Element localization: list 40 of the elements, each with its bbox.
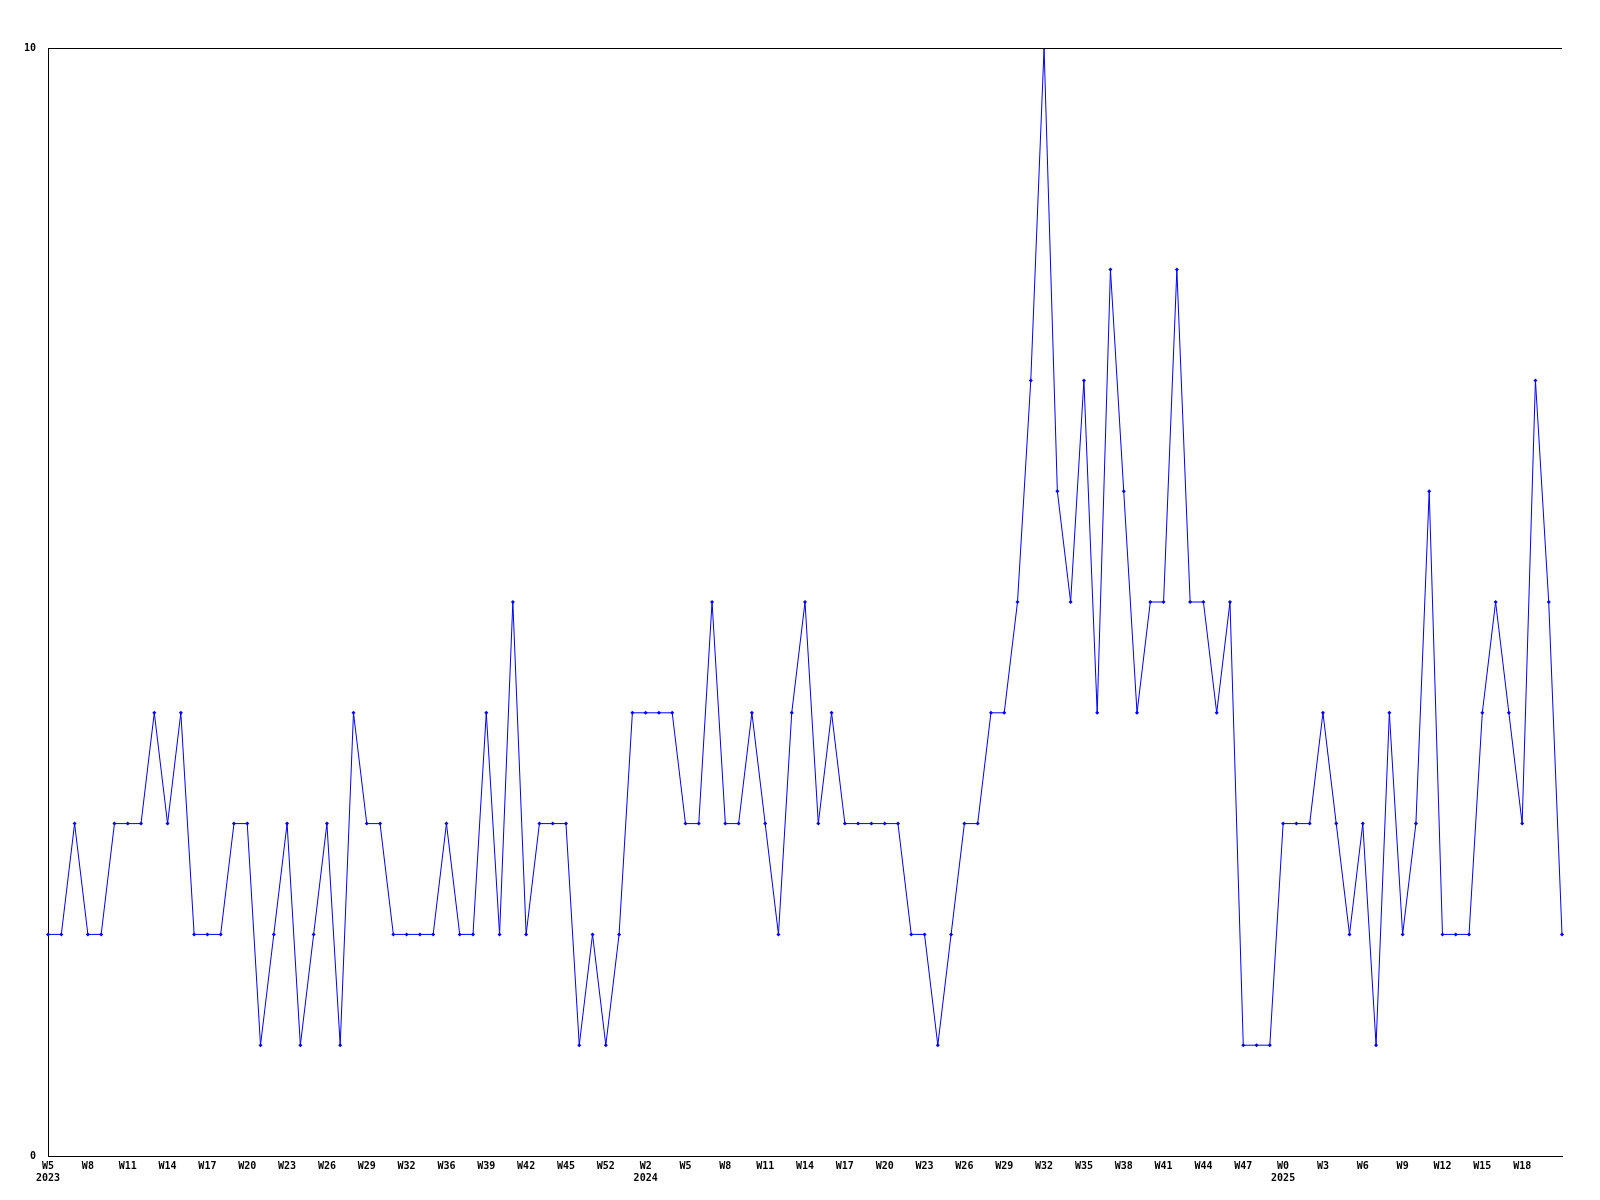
x-tick-label: W45: [556, 1159, 576, 1171]
x-tick-label: W41: [1154, 1159, 1173, 1171]
x-tick-label: W52: [596, 1159, 615, 1171]
x-tick-label: W17: [198, 1159, 217, 1171]
x-tick-label: W38: [1114, 1159, 1133, 1171]
x-tick-label: W29: [995, 1159, 1014, 1171]
x-tick-label: W12: [1433, 1159, 1452, 1171]
x-tick-label: W42: [517, 1159, 536, 1171]
y-tick-label: 10: [23, 41, 37, 53]
x-tick-label: W47: [1234, 1159, 1253, 1171]
x-tick-label: W8: [81, 1159, 94, 1171]
x-tick-label: W0 2025: [1271, 1159, 1296, 1183]
x-tick-label: W5 2023: [35, 1159, 61, 1183]
y-tick-label: 0: [30, 1149, 37, 1161]
x-tick-label: W11: [756, 1159, 775, 1171]
x-tick-label: W20: [875, 1159, 894, 1171]
x-tick-label: W6: [1356, 1159, 1369, 1171]
x-tick-label: W26: [955, 1159, 974, 1171]
x-tick-label: W39: [477, 1159, 496, 1171]
x-tick-label: W44: [1194, 1159, 1213, 1171]
x-tick-label: W26: [317, 1159, 336, 1171]
x-tick-label: W2 2024: [633, 1159, 658, 1183]
x-tick-label: W36: [437, 1159, 456, 1171]
x-tick-label: W17: [835, 1159, 854, 1171]
x-tick-label: W8: [719, 1159, 732, 1171]
x-tick-label: W14: [795, 1159, 815, 1171]
x-tick-label: W29: [357, 1159, 376, 1171]
x-tick-label: W23: [278, 1159, 297, 1171]
x-tick-label: W3: [1316, 1159, 1329, 1171]
x-tick-label: W32: [1035, 1159, 1054, 1171]
x-tick-label: W32: [397, 1159, 416, 1171]
x-tick-label: W14: [158, 1159, 177, 1171]
x-tick-label: W35: [1074, 1159, 1093, 1171]
x-tick-label: W9: [1396, 1159, 1409, 1171]
x-tick-label: W23: [915, 1159, 934, 1171]
x-tick-label: W15: [1473, 1159, 1492, 1171]
x-tick-label: W11: [118, 1159, 137, 1171]
x-tick-label: W20: [238, 1159, 257, 1171]
x-tick-label: W5: [679, 1159, 692, 1171]
x-tick-label: W18: [1513, 1159, 1532, 1171]
